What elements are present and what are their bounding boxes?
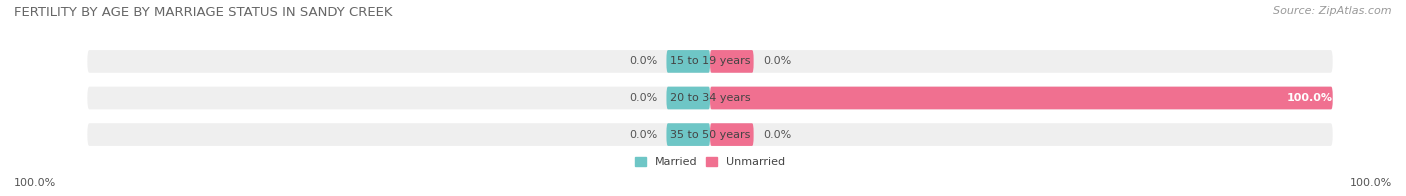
Text: 15 to 19 years: 15 to 19 years bbox=[669, 56, 751, 66]
FancyBboxPatch shape bbox=[666, 50, 710, 73]
FancyBboxPatch shape bbox=[87, 123, 1333, 146]
FancyBboxPatch shape bbox=[666, 87, 710, 109]
Text: 0.0%: 0.0% bbox=[628, 56, 657, 66]
Legend: Married, Unmarried: Married, Unmarried bbox=[634, 157, 786, 167]
Text: 0.0%: 0.0% bbox=[628, 93, 657, 103]
Text: 35 to 50 years: 35 to 50 years bbox=[669, 130, 751, 140]
Text: 100.0%: 100.0% bbox=[1350, 178, 1392, 188]
FancyBboxPatch shape bbox=[666, 123, 710, 146]
Text: 0.0%: 0.0% bbox=[628, 130, 657, 140]
FancyBboxPatch shape bbox=[710, 123, 754, 146]
FancyBboxPatch shape bbox=[87, 87, 1333, 109]
Text: 100.0%: 100.0% bbox=[14, 178, 56, 188]
FancyBboxPatch shape bbox=[710, 87, 1333, 109]
Text: 0.0%: 0.0% bbox=[763, 56, 792, 66]
FancyBboxPatch shape bbox=[710, 50, 754, 73]
Text: 100.0%: 100.0% bbox=[1286, 93, 1333, 103]
FancyBboxPatch shape bbox=[87, 50, 1333, 73]
Text: 20 to 34 years: 20 to 34 years bbox=[669, 93, 751, 103]
Text: FERTILITY BY AGE BY MARRIAGE STATUS IN SANDY CREEK: FERTILITY BY AGE BY MARRIAGE STATUS IN S… bbox=[14, 6, 392, 19]
Text: 0.0%: 0.0% bbox=[763, 130, 792, 140]
Text: Source: ZipAtlas.com: Source: ZipAtlas.com bbox=[1274, 6, 1392, 16]
